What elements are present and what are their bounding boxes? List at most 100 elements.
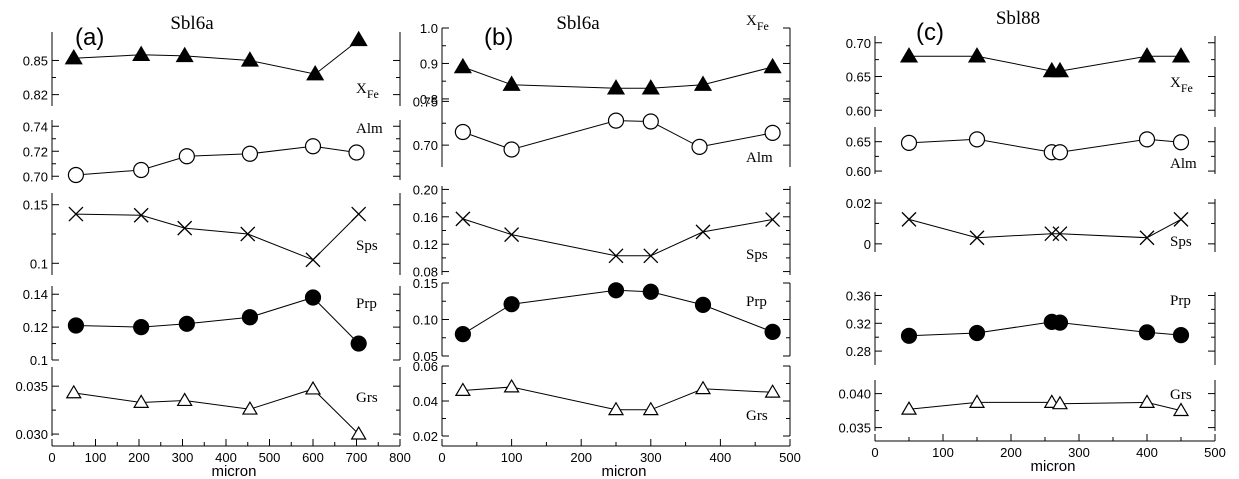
series-grs: 0.035 0.040 Grs xyxy=(838,380,1216,436)
data-point xyxy=(241,309,259,326)
y-tick-label: 0.75 xyxy=(413,94,438,109)
data-point xyxy=(764,323,781,341)
series-line xyxy=(462,66,773,89)
data-point xyxy=(694,296,712,313)
series-line xyxy=(73,39,360,75)
data-point xyxy=(764,384,781,398)
data-point xyxy=(641,79,660,95)
data-point xyxy=(132,45,151,61)
series-x-fe: 0.60 0.65 0.70 XFe xyxy=(846,36,1216,118)
series-label: Grs xyxy=(356,390,378,406)
series-line xyxy=(75,213,360,261)
data-point xyxy=(968,131,986,148)
y-tick-label: 0.70 xyxy=(846,36,871,51)
series-label: Prp xyxy=(746,294,767,310)
x-tick-label: 500 xyxy=(1204,445,1226,460)
y-tick-label: 0.20 xyxy=(413,182,438,197)
y-tick-label: 0.36 xyxy=(846,288,871,303)
sample-title: Sbl6a xyxy=(170,13,214,34)
data-point xyxy=(1139,230,1155,246)
series-line xyxy=(75,296,360,344)
data-point xyxy=(454,382,471,396)
y-tick-label: 0 xyxy=(864,237,871,252)
y-tick-label: 1.0 xyxy=(420,21,438,36)
x-tick-label: 600 xyxy=(302,450,324,465)
y-tick-label: 0.040 xyxy=(838,387,871,402)
data-point xyxy=(1171,47,1191,63)
x-tick-label: 500 xyxy=(779,450,801,465)
data-point xyxy=(763,57,782,74)
sample-title: Sbl6a xyxy=(556,13,600,34)
data-point xyxy=(178,315,195,332)
data-point xyxy=(64,49,83,65)
series-sps: 0.1 0.15 Sps xyxy=(23,193,401,275)
panel-label: (a) xyxy=(75,24,104,51)
y-tick-label: 0.12 xyxy=(413,237,438,252)
series-label: Alm xyxy=(1170,156,1197,172)
data-point xyxy=(968,394,986,408)
series-line xyxy=(908,218,1182,239)
series-label: Sps xyxy=(1170,234,1192,250)
x-tick-label: 100 xyxy=(932,445,954,460)
data-point xyxy=(133,394,150,408)
data-point xyxy=(1050,61,1070,78)
data-point xyxy=(503,296,520,313)
y-tick-label: 0.1 xyxy=(30,256,48,271)
data-point xyxy=(304,138,322,155)
series-grs: 0.030 0.035 Grs xyxy=(15,367,401,442)
series-label: Grs xyxy=(746,408,768,424)
y-tick-label: 0.32 xyxy=(846,316,871,331)
y-tick-label: 0.85 xyxy=(23,53,48,68)
data-point xyxy=(68,206,84,222)
data-point xyxy=(1052,226,1068,242)
data-point xyxy=(764,124,781,141)
panel-2: (b) Sbl6a 0 100 200 300 400 500 micron 0.8 0.9 1.0 X… xyxy=(413,13,801,479)
data-point xyxy=(67,166,85,184)
data-point xyxy=(454,326,471,343)
x-tick-label: 200 xyxy=(128,450,150,465)
data-point xyxy=(900,134,918,151)
y-tick-label: 0.10 xyxy=(413,313,438,328)
series-label: XFe xyxy=(1170,75,1193,95)
data-point xyxy=(607,401,625,416)
series-prp: 0.05 0.10 0.15 Prp xyxy=(413,276,791,364)
data-point xyxy=(241,400,258,415)
y-tick-label: 0.1 xyxy=(30,353,48,368)
x-tick-label: 0 xyxy=(871,445,878,460)
y-tick-label: 0.14 xyxy=(23,287,48,302)
series-prp: 0.28 0.32 0.36 Prp xyxy=(846,288,1216,365)
y-tick-label: 0.15 xyxy=(23,198,48,213)
y-tick-label: 0.06 xyxy=(413,359,438,374)
x-tick-label: 700 xyxy=(346,450,368,465)
data-point xyxy=(608,248,624,264)
series-label: Prp xyxy=(1170,293,1191,309)
series-line xyxy=(462,289,773,335)
data-point xyxy=(1172,402,1190,417)
data-point xyxy=(241,145,259,162)
series-sps: 0.08 0.12 0.16 0.20 Sps xyxy=(413,182,791,280)
data-point xyxy=(304,380,322,395)
data-point xyxy=(177,220,193,236)
data-point xyxy=(504,227,520,243)
x-tick-label: 100 xyxy=(501,450,523,465)
x-tick-label: 100 xyxy=(85,450,107,465)
panel-label: (c) xyxy=(916,19,944,46)
data-point xyxy=(1051,395,1069,410)
y-tick-label: 0.030 xyxy=(15,427,48,442)
data-point xyxy=(240,226,256,242)
y-tick-label: 0.65 xyxy=(846,70,871,85)
data-point xyxy=(133,207,149,223)
y-tick-label: 0.72 xyxy=(23,144,48,159)
data-point xyxy=(349,30,368,47)
data-point xyxy=(350,425,367,440)
data-point xyxy=(502,75,521,91)
y-tick-label: 0.60 xyxy=(846,103,871,118)
x-tick-label: 200 xyxy=(1000,445,1022,460)
x-axis-label: micron xyxy=(211,463,256,479)
y-tick-label: 0.9 xyxy=(420,56,438,71)
data-point xyxy=(1138,394,1156,408)
x-tick-label: 500 xyxy=(259,450,281,465)
data-point xyxy=(351,206,367,222)
data-point xyxy=(899,47,919,63)
